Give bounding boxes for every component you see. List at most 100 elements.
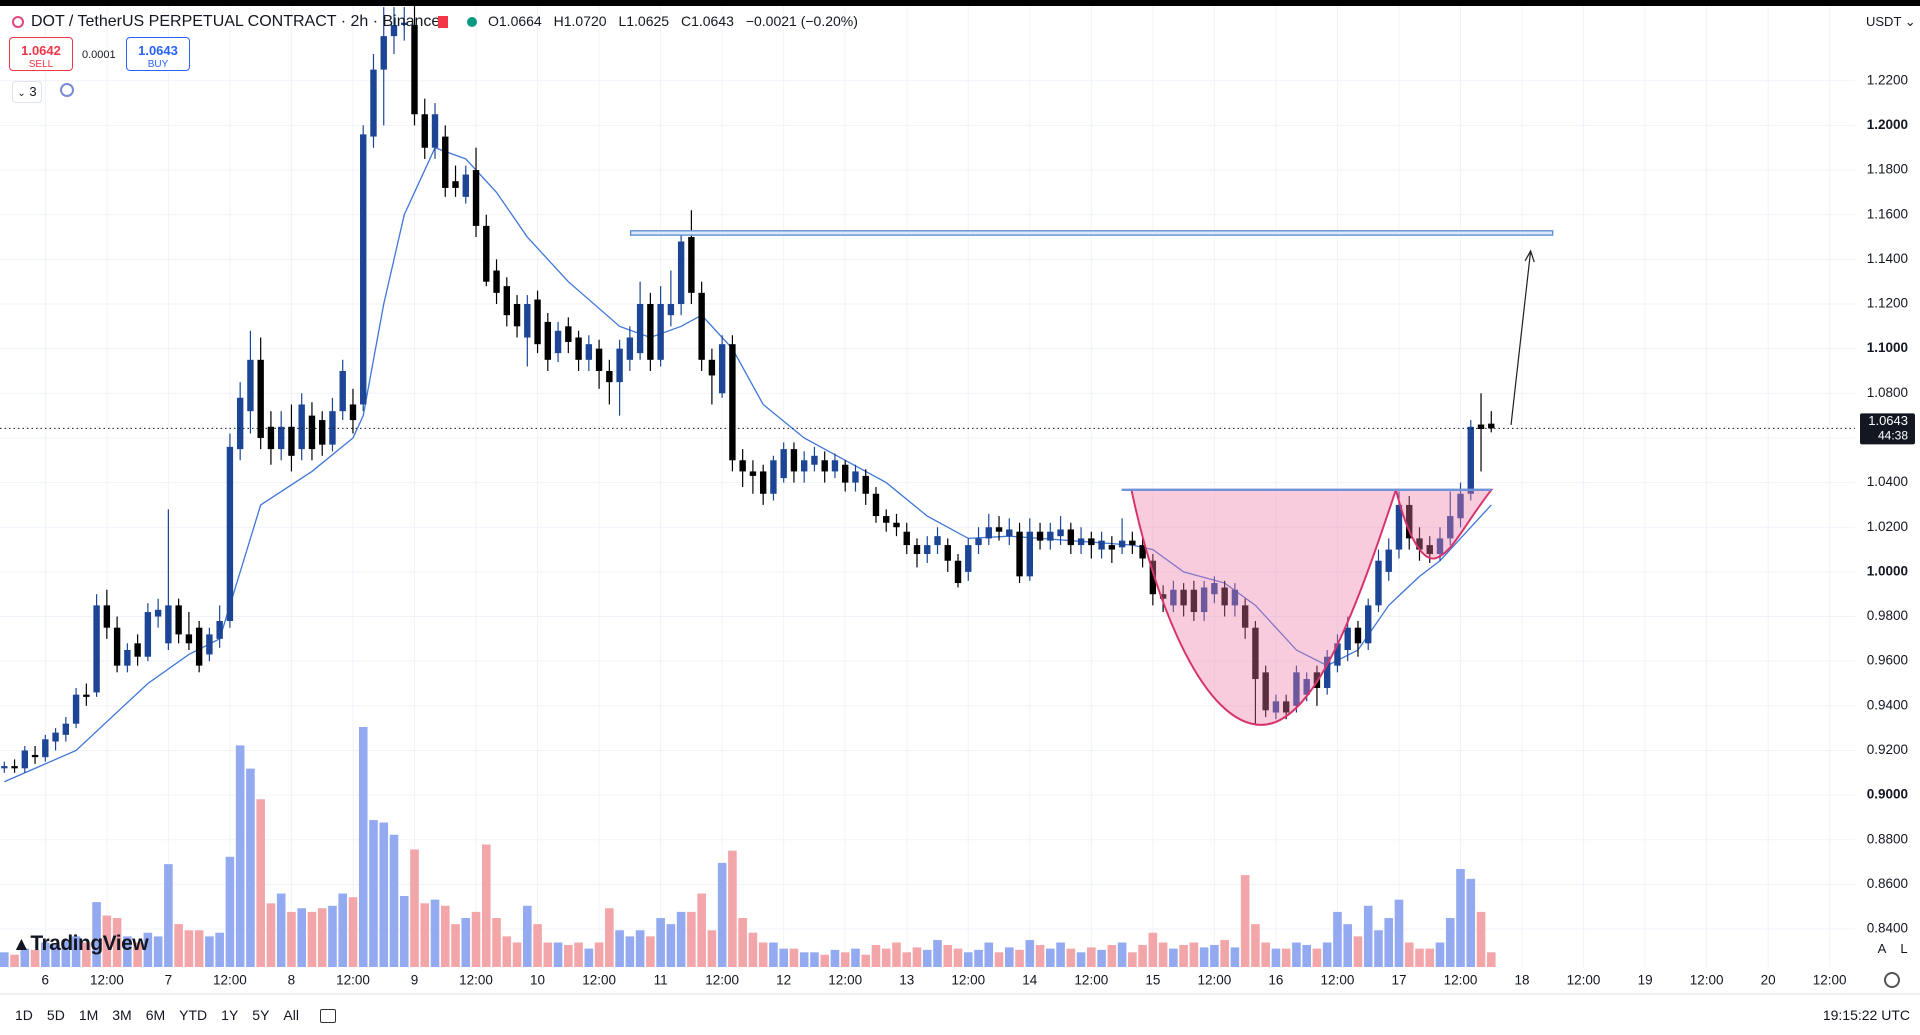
candle-body [1016, 531, 1023, 577]
range-button[interactable]: 6M [145, 1007, 166, 1023]
range-button[interactable]: All [283, 1007, 299, 1023]
y-tick-label: 1.1000 [1867, 340, 1908, 355]
candle-body [503, 286, 510, 316]
volume-bar [1435, 942, 1445, 967]
log-scale-button[interactable]: L [1900, 941, 1908, 956]
volume-bar [502, 936, 512, 967]
volume-bar [1353, 936, 1363, 967]
volume-bar [133, 942, 142, 967]
volume-bar [10, 954, 19, 967]
y-tick-label: 1.1400 [1867, 251, 1908, 266]
volume-bar [430, 899, 440, 967]
clock: 19:15:22 UTC [1822, 1007, 1910, 1023]
range-button[interactable]: 1M [78, 1007, 99, 1023]
range-button[interactable]: 1Y [221, 1007, 239, 1023]
legend-change: −0.0021 (−0.20%) [745, 13, 858, 29]
candle-body [390, 24, 398, 37]
candle-body [339, 370, 346, 412]
candle-body [1139, 545, 1146, 559]
volume-bar [246, 768, 255, 967]
candle-body [472, 170, 480, 226]
x-tick-label: 9 [411, 973, 419, 988]
volume-bar [1251, 924, 1260, 967]
candle-body [842, 464, 849, 483]
candle-body [1262, 672, 1269, 711]
buy-label: BUY [147, 59, 169, 70]
volume-bar [953, 948, 963, 967]
candle-body [729, 344, 736, 461]
candle-body [52, 732, 59, 742]
volume-bar [492, 918, 501, 967]
volume-bar [235, 745, 245, 967]
volume-bar [51, 944, 60, 967]
x-tick-label: 12:00 [582, 973, 616, 988]
candle-body [924, 545, 931, 555]
candle-body [554, 330, 562, 354]
volume-bar [779, 948, 788, 967]
x-tick-label: 12:00 [1444, 973, 1478, 988]
settings-button[interactable] [1884, 972, 1900, 988]
price-tag-value: 1.0643 [1868, 413, 1908, 428]
auto-scale-button[interactable]: A [1877, 941, 1887, 956]
candle-body [616, 348, 623, 383]
range-button[interactable]: 5Y [252, 1007, 270, 1023]
x-tick-label: 20 [1761, 973, 1776, 988]
handle-shape [1394, 488, 1494, 560]
currency-menu[interactable]: USDT ⌄ [1866, 14, 1916, 29]
volume-bar [1169, 948, 1178, 967]
candle-body [698, 292, 705, 360]
range-button[interactable]: 3M [112, 1007, 132, 1023]
y-tick-label: 0.8400 [1867, 921, 1908, 936]
drawings [629, 230, 1554, 726]
x-tick-label: 12:00 [828, 973, 862, 988]
date-range-button[interactable] [319, 1009, 336, 1023]
logo-text: TradingView [30, 932, 149, 955]
y-tick-label: 0.9200 [1867, 742, 1908, 757]
indicators-toggle[interactable]: ⌄ 3 [12, 81, 42, 103]
legend-value: 1.0643 [691, 13, 734, 29]
volume-bar [338, 893, 348, 967]
volume-bar [1240, 875, 1250, 967]
legend-value: 1.0664 [498, 13, 542, 29]
candle-body [1252, 627, 1259, 680]
volume-bar [933, 940, 942, 967]
candle-body [226, 446, 234, 621]
volume-bar [410, 849, 419, 967]
volume-bar [1015, 949, 1024, 967]
volume-bar [522, 905, 532, 967]
candle-body [524, 304, 531, 338]
legend-value: 1.0625 [626, 13, 670, 29]
volume-bar [728, 850, 737, 967]
range-button[interactable]: YTD [179, 1007, 208, 1023]
candle-body [1, 766, 8, 769]
volume-bar [902, 952, 912, 967]
volume-bar [912, 947, 922, 967]
legend-value: 1.0720 [563, 13, 607, 29]
volume-bar [1189, 942, 1199, 967]
volume-bar [30, 949, 40, 967]
candle-body [1334, 643, 1341, 666]
volume-bar [963, 952, 973, 967]
volume-bar [1097, 949, 1106, 967]
chevron: ⌄ [17, 88, 26, 99]
volume-bar [1179, 944, 1188, 967]
range-button[interactable]: 5D [46, 1007, 65, 1023]
candle-body [811, 455, 818, 465]
candle-body [165, 605, 172, 644]
candle-body [442, 136, 449, 188]
volume-bar [461, 918, 471, 967]
volume-bar [512, 942, 522, 967]
candle-body [585, 344, 593, 360]
volume-bar [1415, 948, 1424, 967]
range-button[interactable]: 1D [15, 1007, 33, 1023]
volume-bar [348, 897, 358, 967]
volume-bar [553, 942, 563, 967]
volume-bar [717, 862, 727, 967]
candle-body [62, 723, 70, 735]
candle-body [421, 114, 428, 148]
candle-body [462, 174, 469, 197]
candle-body [1477, 424, 1485, 430]
buy-button[interactable]: 1.0643 BUY [126, 37, 190, 71]
sell-button[interactable]: 1.0642 SELL [9, 37, 73, 71]
legend-item: H1.0720 [554, 13, 611, 29]
